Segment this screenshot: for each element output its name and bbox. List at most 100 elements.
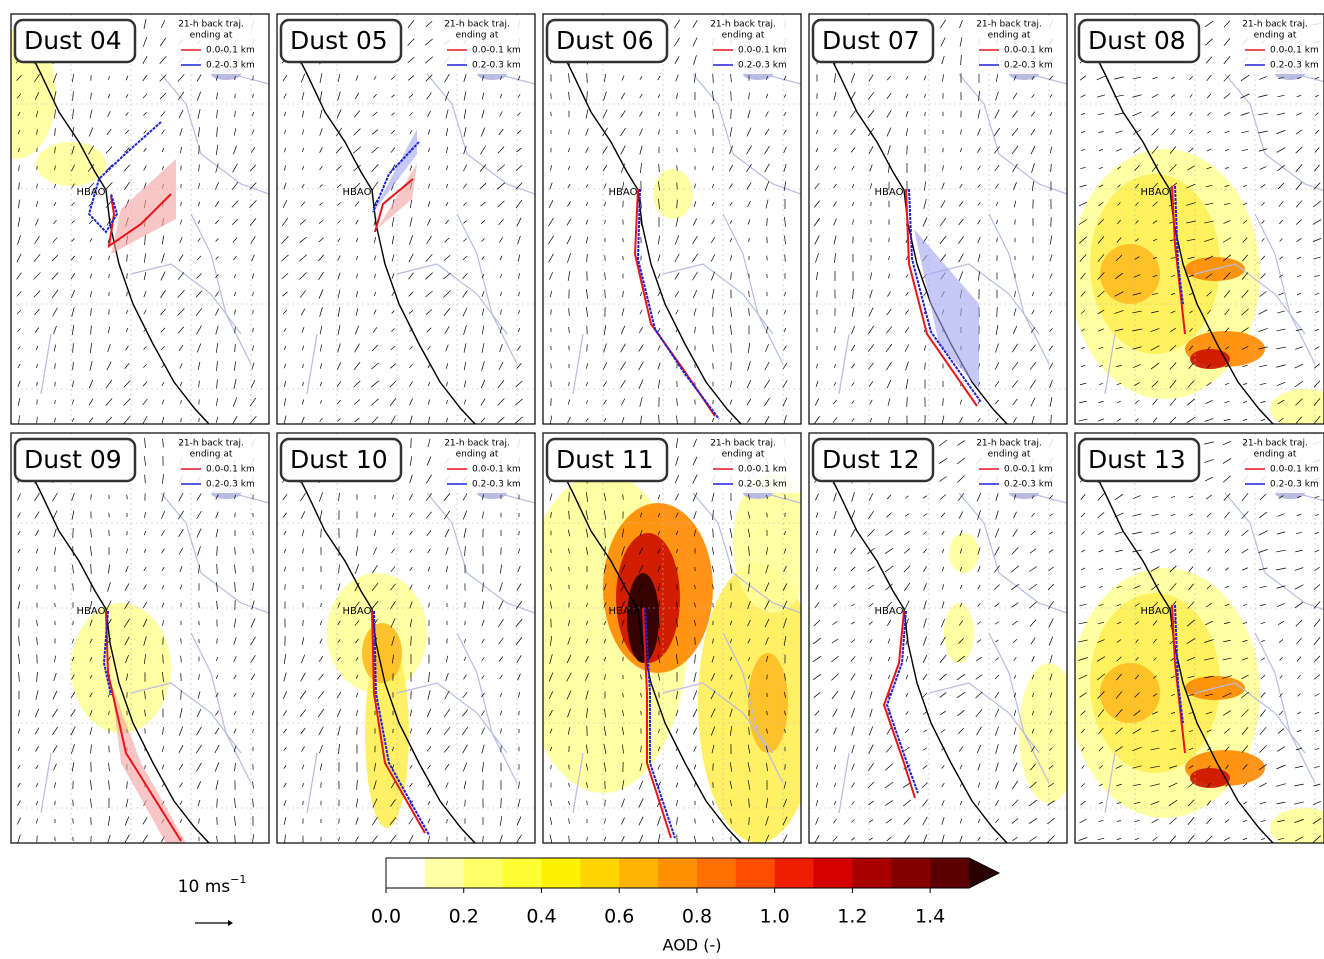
panel-title: Dust 13 bbox=[1088, 445, 1186, 474]
colorbar-tick-label: 1.2 bbox=[837, 906, 867, 928]
map-content: HBAO 21-h back traj.ending at 0.0-0.1 km 0.… bbox=[1070, 433, 1324, 848]
colorbar-segment bbox=[464, 858, 503, 888]
station-label: HBAO bbox=[875, 606, 904, 617]
map-panel: HBAO 21-h back traj.ending at 0.0-0.1 km 0.… bbox=[1070, 14, 1324, 429]
legend-title: 21-h back traj. bbox=[1242, 439, 1308, 449]
legend-entry: 0.0-0.1 km bbox=[206, 465, 255, 475]
station-label: HBAO bbox=[609, 187, 638, 198]
station-label: HBAO bbox=[875, 187, 904, 198]
station-label: HBAO bbox=[609, 606, 638, 617]
colorbar-segment bbox=[891, 858, 930, 888]
station-label: HBAO bbox=[1141, 606, 1170, 617]
wind-reference-arrowhead bbox=[228, 920, 233, 926]
colorbar-segment bbox=[386, 858, 425, 888]
legend-title: ending at bbox=[456, 31, 499, 41]
panel-title: Dust 05 bbox=[290, 26, 388, 55]
map-panel: HBAO 21-h back traj.ending at 0.0-0.1 km 0.… bbox=[518, 433, 818, 844]
dust-plume bbox=[944, 603, 974, 663]
colorbar-tick-label: 0.6 bbox=[604, 906, 634, 928]
colorbar-segment bbox=[814, 858, 853, 888]
dust-plume bbox=[362, 623, 402, 683]
legend-entry: 0.0-0.1 km bbox=[1270, 46, 1319, 56]
legend-title: ending at bbox=[722, 450, 765, 460]
legend-entry: 0.2-0.3 km bbox=[472, 480, 521, 490]
colorbar-segment bbox=[736, 858, 775, 888]
wind-vector bbox=[253, 548, 254, 553]
legend-title: ending at bbox=[456, 450, 499, 460]
colorbar-tick-label: 0.0 bbox=[371, 906, 401, 928]
colorbar-segment bbox=[425, 858, 464, 888]
legend-entry: 0.2-0.3 km bbox=[206, 480, 255, 490]
station-label: HBAO bbox=[343, 606, 372, 617]
colorbar-tick-label: 0.2 bbox=[449, 906, 479, 928]
legend-title: 21-h back traj. bbox=[1242, 20, 1308, 30]
legend-entry: 0.0-0.1 km bbox=[1004, 46, 1053, 56]
dust-plume bbox=[1190, 768, 1230, 788]
legend-entry: 0.2-0.3 km bbox=[738, 480, 787, 490]
panel-title: Dust 06 bbox=[556, 26, 654, 55]
dust-plume bbox=[1190, 349, 1230, 369]
colorbar-tick-label: 1.4 bbox=[915, 906, 945, 928]
colorbar-segment bbox=[580, 858, 619, 888]
dust-plume bbox=[1100, 663, 1160, 723]
legend-title: 21-h back traj. bbox=[178, 20, 244, 30]
dust-plume bbox=[1100, 244, 1160, 304]
panel-title: Dust 12 bbox=[822, 445, 920, 474]
legend-entry: 0.2-0.3 km bbox=[1270, 480, 1319, 490]
colorbar-tick-label: 1.0 bbox=[760, 906, 790, 928]
colorbar-segment bbox=[619, 858, 658, 888]
colorbar-segment bbox=[503, 858, 542, 888]
colorbar-label: AOD (-) bbox=[663, 936, 722, 955]
legend-entry: 0.0-0.1 km bbox=[472, 46, 521, 56]
legend-title: 21-h back traj. bbox=[710, 20, 776, 30]
legend-title: 21-h back traj. bbox=[976, 439, 1042, 449]
colorbar-segment bbox=[930, 858, 969, 888]
wind-vector bbox=[73, 621, 74, 625]
colorbar-segment bbox=[658, 858, 697, 888]
colorbar-tick-label: 0.8 bbox=[682, 906, 712, 928]
legend-title: ending at bbox=[1254, 450, 1297, 460]
station-label: HBAO bbox=[77, 187, 106, 198]
colorbar-segment bbox=[775, 858, 814, 888]
map-content: HBAO 21-h back traj.ending at 0.0-0.1 km 0.… bbox=[518, 433, 818, 844]
legend-entry: 0.2-0.3 km bbox=[1004, 480, 1053, 490]
legend-entry: 0.2-0.3 km bbox=[1004, 61, 1053, 71]
legend-title: ending at bbox=[988, 450, 1031, 460]
panel-title: Dust 11 bbox=[556, 445, 654, 474]
legend-entry: 0.2-0.3 km bbox=[1270, 61, 1319, 71]
colorbar-extension bbox=[969, 858, 999, 888]
legend-entry: 0.0-0.1 km bbox=[1270, 465, 1319, 475]
colorbar-segment bbox=[852, 858, 891, 888]
legend-entry: 0.0-0.1 km bbox=[738, 46, 787, 56]
legend-title: 21-h back traj. bbox=[976, 20, 1042, 30]
wind-reference: 10 ms−1 bbox=[178, 873, 247, 897]
map-panel: HBAO 21-h back traj.ending at 0.0-0.1 km 0.… bbox=[543, 14, 801, 425]
legend-title: ending at bbox=[1254, 31, 1297, 41]
panel-title: Dust 08 bbox=[1088, 26, 1186, 55]
legend-title: ending at bbox=[190, 450, 233, 460]
panel-title: Dust 10 bbox=[290, 445, 388, 474]
dust-plume bbox=[653, 169, 693, 219]
legend-title: 21-h back traj. bbox=[710, 439, 776, 449]
panel-title: Dust 04 bbox=[24, 26, 122, 55]
legend-title: ending at bbox=[722, 31, 765, 41]
station-label: HBAO bbox=[1141, 187, 1170, 198]
legend-entry: 0.2-0.3 km bbox=[472, 61, 521, 71]
legend-entry: 0.0-0.1 km bbox=[738, 465, 787, 475]
legend-title: ending at bbox=[190, 31, 233, 41]
panel-title: Dust 09 bbox=[24, 445, 122, 474]
legend-entry: 0.2-0.3 km bbox=[738, 61, 787, 71]
colorbar-segment bbox=[541, 858, 580, 888]
